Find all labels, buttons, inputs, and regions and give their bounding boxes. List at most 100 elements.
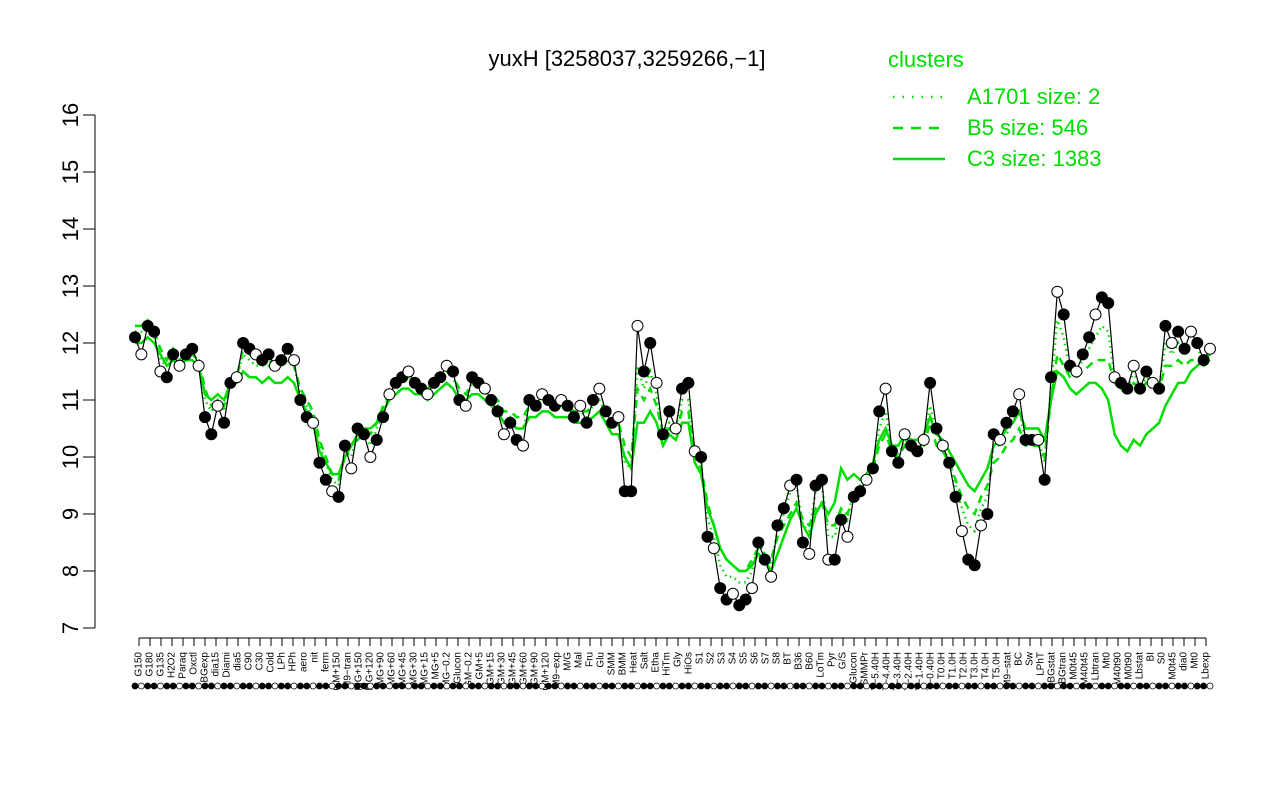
data-point [860,473,873,486]
rug-mark [780,682,788,690]
rug-mark [462,682,470,690]
data-point [160,371,173,384]
data-point [1051,285,1064,298]
rug-mark [767,682,775,690]
x-tick-label: GM+30 [497,652,508,686]
data-point [459,399,472,412]
x-tick-label: HiOs [684,652,695,674]
data-point [854,485,867,498]
data-point [1006,405,1019,418]
x-tick-label: M9−tran [343,652,354,689]
data-point [529,399,542,412]
data-point [1165,337,1178,349]
x-tick-label: Lbtran [1091,652,1102,680]
x-tick-label: Lbexp [1201,652,1212,680]
rug-mark [685,682,692,690]
x-tick-label: Gly [673,652,684,667]
rug-mark [525,682,533,690]
x-tick-label: MG+5 [431,652,442,680]
rug-mark [589,682,597,690]
x-tick-label: G/S [838,652,849,670]
x-tick-label: S2 [706,652,717,665]
rug-mark [646,682,654,690]
x-tick-label: S7 [761,652,772,665]
data-point [294,394,307,406]
data-point [898,428,911,441]
x-tick-label: BI [1146,652,1157,661]
x-tick-label: SMMPr [860,651,871,685]
rug-mark [265,682,272,690]
rug-mark [347,682,355,690]
data-point [218,416,231,429]
rug-mark [850,682,858,690]
data-point [726,587,739,600]
x-tick-label: G180 [145,652,156,677]
rug-mark [837,682,845,690]
rug-mark [786,682,794,690]
x-tick-label: T−4.40H [882,652,893,691]
rug-mark [532,682,540,690]
y-tick-label: 12 [58,331,83,355]
chart-title: yuxH [3258037,3259266,−1] [488,46,765,71]
rug-mark [169,682,177,690]
data-point [192,359,205,372]
rug-mark [551,682,559,690]
rug-mark [290,682,298,690]
data-point [307,416,320,429]
x-tick-label: T−1.40H [915,652,926,691]
rug-mark [818,682,826,690]
data-point [129,331,141,344]
data-point [873,405,886,418]
rug-mark [157,682,164,690]
rug-mark [201,682,209,690]
data-point [383,388,396,401]
rug-mark [704,682,711,690]
rug-mark [1123,682,1131,690]
rug-mark [519,682,527,690]
data-point [517,439,530,452]
x-tick-label: MG+90 [376,652,387,686]
rug-mark [608,682,616,690]
x-tick-label: T1.0H [948,652,959,679]
rug-mark [182,682,190,690]
rug-mark [901,682,909,690]
x-tick-label: Sw [1025,651,1036,666]
rug-mark [1117,682,1125,690]
x-tick-label: LBGexp [200,652,211,689]
data-point [1140,365,1153,378]
x-tick-label: MG+15 [420,652,431,686]
rug-mark [1041,682,1049,690]
rug-mark [913,682,921,690]
rug-mark [1047,682,1055,690]
x-tick-label: M9−stat [1003,652,1014,688]
rug-mark [1085,682,1093,690]
x-tick-label: T−5.40H [871,652,882,691]
data-point [1121,382,1134,395]
rug-mark [863,682,870,690]
x-tick-label: MG+150 [354,652,365,691]
data-point [1178,342,1191,355]
rug-mark [316,682,323,690]
x-tick-label: dia15 [211,652,222,677]
x-tick-label: M9−exp [552,652,563,688]
rug-mark [1200,682,1208,690]
data-point [1102,297,1115,310]
rug-mark [964,682,972,690]
rug-mark [328,682,336,690]
rug-mark [710,682,718,690]
data-point [262,348,275,361]
data-point [924,376,937,389]
x-tick-label: SMM [607,652,618,675]
x-tick-label: MG+45 [398,652,409,686]
x-tick-label: Mt0 [1190,652,1201,669]
data-point [981,508,994,520]
data-point [1197,354,1210,367]
x-tick-label: GM+120 [541,652,552,691]
rug-mark [481,682,489,690]
data-point [186,342,199,355]
x-tick-label: dia5 [233,652,244,671]
rug-mark [939,682,947,690]
rug-mark [653,682,660,690]
data-point [338,439,351,452]
